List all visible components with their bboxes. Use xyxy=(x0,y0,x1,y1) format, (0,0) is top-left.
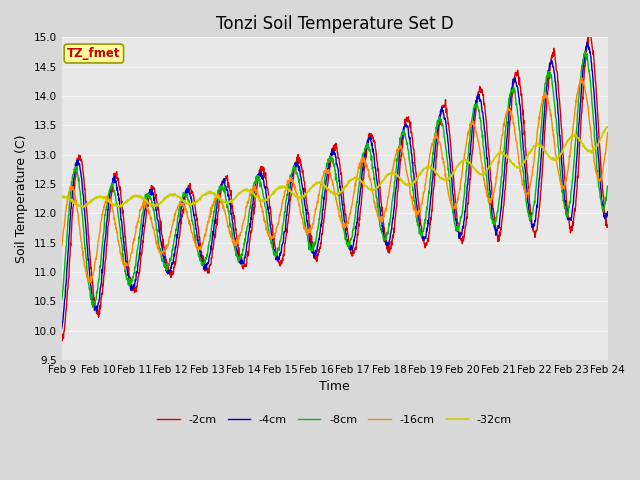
-4cm xyxy=(583,40,591,46)
-8cm xyxy=(301,221,309,227)
-4cm xyxy=(310,252,318,258)
Line: -16cm: -16cm xyxy=(61,78,607,282)
-8cm xyxy=(100,223,108,229)
-2cm xyxy=(369,135,376,141)
Line: -32cm: -32cm xyxy=(61,127,607,207)
-4cm xyxy=(100,251,108,256)
-16cm xyxy=(86,279,94,285)
-8cm xyxy=(581,48,589,54)
-32cm xyxy=(604,124,611,130)
-8cm xyxy=(604,183,611,189)
Y-axis label: Soil Temperature (C): Soil Temperature (C) xyxy=(15,134,28,263)
-16cm xyxy=(604,130,611,135)
X-axis label: Time: Time xyxy=(319,381,350,394)
-16cm xyxy=(290,181,298,187)
Line: -2cm: -2cm xyxy=(61,32,607,341)
-32cm xyxy=(123,200,131,205)
-16cm xyxy=(100,204,108,210)
-4cm xyxy=(122,260,130,265)
-16cm xyxy=(369,191,376,197)
-2cm xyxy=(100,271,108,277)
-16cm xyxy=(311,211,319,217)
-2cm xyxy=(585,29,593,35)
-2cm xyxy=(290,171,298,177)
Line: -8cm: -8cm xyxy=(61,51,607,307)
-32cm xyxy=(58,193,65,199)
-8cm xyxy=(58,297,65,302)
-8cm xyxy=(311,242,319,248)
-4cm xyxy=(301,201,308,206)
-8cm xyxy=(89,304,97,310)
-16cm xyxy=(578,75,586,81)
-32cm xyxy=(79,204,87,210)
-2cm xyxy=(301,189,309,194)
-16cm xyxy=(123,262,131,268)
-32cm xyxy=(311,182,319,188)
-32cm xyxy=(369,187,376,193)
-4cm xyxy=(369,146,376,152)
-16cm xyxy=(58,243,65,249)
-8cm xyxy=(123,275,131,280)
-4cm xyxy=(604,209,611,215)
-16cm xyxy=(301,225,309,231)
-4cm xyxy=(58,326,65,332)
Text: TZ_fmet: TZ_fmet xyxy=(67,47,120,60)
-2cm xyxy=(58,338,66,344)
-2cm xyxy=(311,251,319,257)
-32cm xyxy=(100,194,108,200)
-8cm xyxy=(290,163,298,169)
Legend: -2cm, -4cm, -8cm, -16cm, -32cm: -2cm, -4cm, -8cm, -16cm, -32cm xyxy=(153,411,516,430)
-2cm xyxy=(123,248,131,253)
-2cm xyxy=(604,222,611,228)
-32cm xyxy=(290,191,298,197)
-4cm xyxy=(289,166,297,171)
Line: -4cm: -4cm xyxy=(61,43,607,329)
-8cm xyxy=(369,164,376,169)
-32cm xyxy=(301,191,309,197)
-2cm xyxy=(58,336,65,341)
Title: Tonzi Soil Temperature Set D: Tonzi Soil Temperature Set D xyxy=(216,15,454,33)
